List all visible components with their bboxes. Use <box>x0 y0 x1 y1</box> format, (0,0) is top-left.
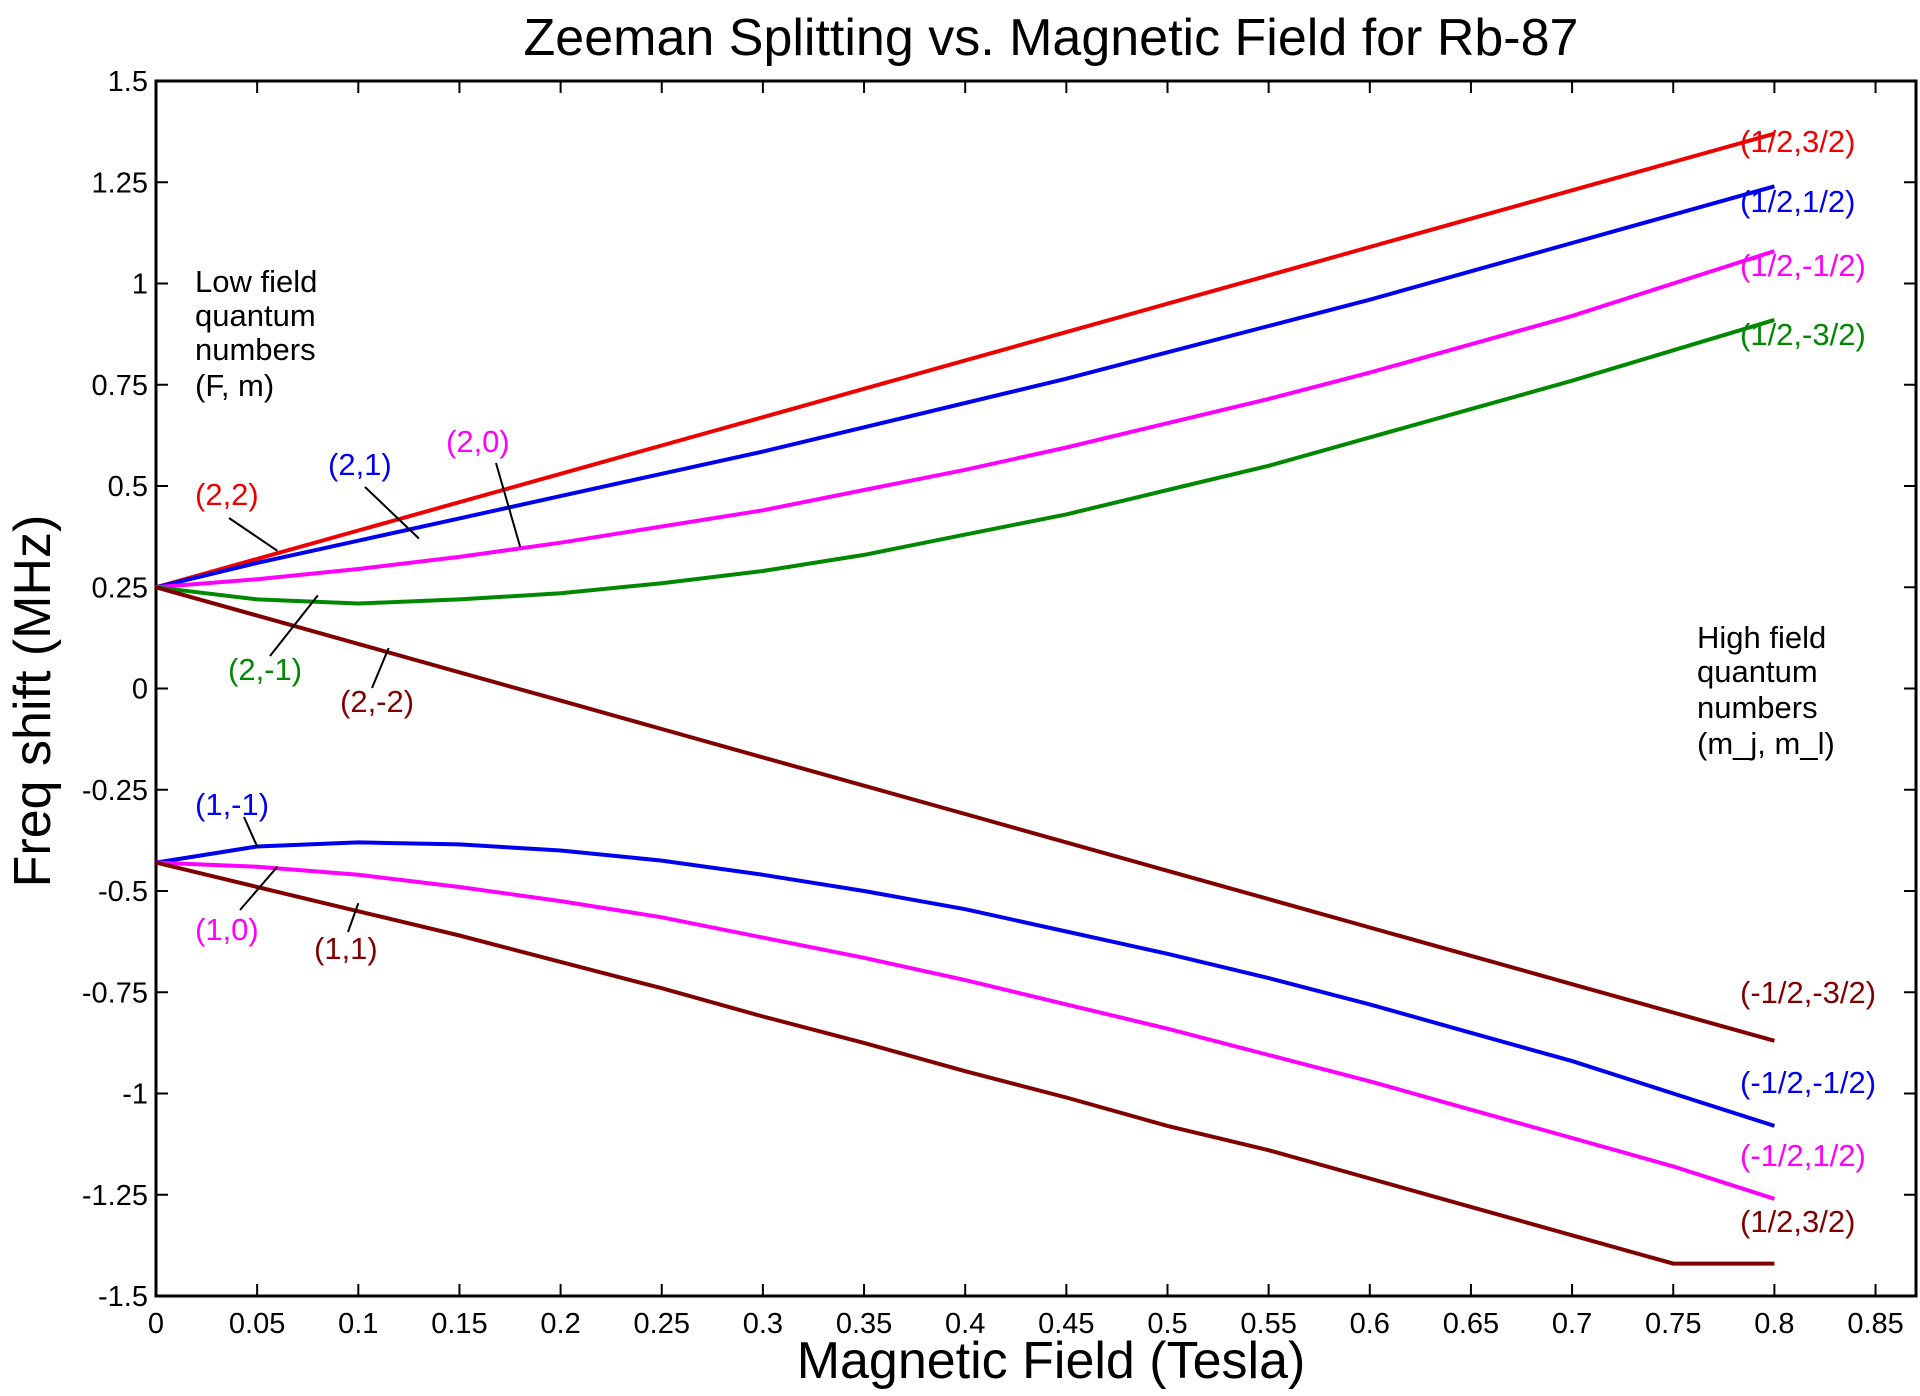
series-line <box>155 131 1775 590</box>
low-field-annotation: Low field quantum numbers (F, m) <box>195 264 317 403</box>
low-field-label: (1,1) <box>314 931 378 966</box>
low-field-label: (2,-1) <box>228 652 302 687</box>
leader-line <box>347 902 360 933</box>
axis-ticks: 0 0.05 0.1 0.15 0.2 0.25 0.3 0.35 0.4 0.45 0.5 0.55… <box>82 66 1916 1340</box>
high-field-label: (-1/2,-3/2) <box>1740 975 1876 1010</box>
x-tick-label: 0.45 <box>1038 1308 1094 1340</box>
low-field-line-4: (F, m) <box>195 368 274 403</box>
low-field-label: (2,1) <box>328 447 392 482</box>
low-field-label: (2,0) <box>446 424 510 459</box>
series-line <box>155 860 1776 1201</box>
high-field-line-3: numbers <box>1697 690 1818 725</box>
high-field-label: (1/2,3/2) <box>1740 124 1855 159</box>
plot-frame <box>154 79 1918 1298</box>
x-tick-label: 0.3 <box>743 1308 783 1340</box>
x-tick-label: 0.7 <box>1552 1308 1592 1340</box>
x-tick-label: 0.4 <box>945 1308 985 1340</box>
y-tick-label: 0.75 <box>92 370 148 402</box>
high-field-annotation: High field quantum numbers (m_j, m_l) <box>1697 620 1835 761</box>
y-axis-title: Freq shift (MHz) <box>4 515 62 888</box>
x-tick-label: 0.85 <box>1847 1308 1903 1340</box>
x-tick-label: 0.6 <box>1350 1308 1390 1340</box>
y-tick-label: 0 <box>132 674 148 706</box>
series-line <box>155 317 1775 606</box>
leader-line <box>239 866 279 911</box>
x-tick-label: 0.35 <box>836 1308 892 1340</box>
y-tick-label: 1.5 <box>108 66 148 98</box>
low-field-label: (2,2) <box>195 477 259 512</box>
series-line <box>155 840 1776 1128</box>
x-tick-label: 0.75 <box>1645 1308 1701 1340</box>
low-field-label: (2,-2) <box>340 684 414 719</box>
leader-line <box>269 594 319 657</box>
y-tick-label: -0.25 <box>82 775 148 807</box>
high-field-label: (1/2,-3/2) <box>1740 317 1866 352</box>
high-field-label: (1/2,-1/2) <box>1740 248 1866 283</box>
x-tick-label: 0.55 <box>1240 1308 1296 1340</box>
y-tick-label: -0.75 <box>82 977 148 1009</box>
leader-line <box>364 486 420 540</box>
y-tick-label: 0.25 <box>92 572 148 604</box>
low-field-label: (1,0) <box>195 912 259 947</box>
y-tick-label: -1.5 <box>98 1281 148 1313</box>
series-line <box>155 585 1775 1043</box>
x-axis-title: Magnetic Field (Tesla) <box>797 1332 1306 1390</box>
x-tick-label: 0.15 <box>431 1308 487 1340</box>
x-tick-label: 0.5 <box>1147 1308 1187 1340</box>
y-tick-label: -0.5 <box>98 876 148 908</box>
leader-line <box>243 816 259 847</box>
y-tick-label: -1 <box>122 1079 148 1111</box>
series-labels: (2,2) (1/2,3/2) (2,1) (1/2,1/2) (2,0) (1/2,-1… <box>195 124 1876 1239</box>
leader-line <box>228 517 278 552</box>
series-line <box>155 184 1775 590</box>
low-field-line-1: Low field <box>195 264 317 299</box>
low-field-line-2: quantum <box>195 298 316 333</box>
high-field-line-4: (m_j, m_l) <box>1697 726 1835 761</box>
low-field-line-3: numbers <box>195 332 316 367</box>
x-tick-label: 0.2 <box>540 1308 580 1340</box>
x-tick-label: 0.8 <box>1754 1308 1794 1340</box>
series-line <box>155 249 1776 590</box>
y-tick-label: 1.25 <box>92 167 148 199</box>
y-tick-label: 0.5 <box>108 471 148 503</box>
high-field-line-2: quantum <box>1697 654 1818 689</box>
x-tick-label: 0.1 <box>338 1308 378 1340</box>
high-field-line-1: High field <box>1697 620 1826 655</box>
y-tick-label: 1 <box>132 269 148 301</box>
high-field-label: (1/2,3/2) <box>1740 1204 1855 1239</box>
high-field-label: (-1/2,-1/2) <box>1740 1065 1876 1100</box>
x-tick-label: 0.25 <box>634 1308 690 1340</box>
leader-line <box>495 462 522 548</box>
low-field-label: (1,-1) <box>195 787 269 822</box>
x-tick-label: 0.65 <box>1443 1308 1499 1340</box>
x-tick-label: 0 <box>148 1308 164 1340</box>
series-lines <box>155 131 1776 1266</box>
chart-title: Zeeman Splitting vs. Magnetic Field for … <box>524 9 1579 67</box>
high-field-label: (1/2,1/2) <box>1740 184 1855 219</box>
leader-line <box>371 647 390 689</box>
x-tick-label: 0.05 <box>229 1308 285 1340</box>
series-line <box>155 860 1775 1266</box>
high-field-label: (-1/2,1/2) <box>1740 1138 1866 1173</box>
y-tick-label: -1.25 <box>82 1180 148 1212</box>
